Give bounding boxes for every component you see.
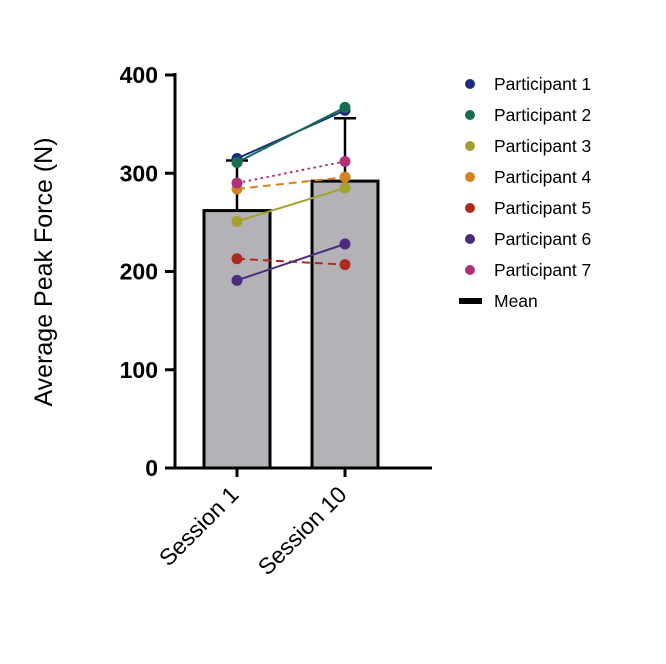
- participant-line: [236, 160, 346, 185]
- mean-bar: [202, 209, 272, 470]
- participant-point: [339, 101, 351, 113]
- y-tick-label: 0: [145, 455, 158, 481]
- legend-label: Participant 4: [494, 167, 592, 187]
- participant-point: [339, 259, 351, 271]
- y-tick-label: 100: [120, 357, 158, 383]
- participant-line: [236, 176, 346, 190]
- legend-marker: [465, 79, 475, 89]
- legend-marker: [465, 234, 475, 244]
- y-tick-label: 300: [120, 160, 158, 186]
- participant-point: [231, 274, 243, 286]
- legend-mean-marker: [459, 298, 482, 304]
- participant-point: [339, 155, 351, 167]
- participant-point: [231, 253, 243, 265]
- y-tick-label: 200: [120, 259, 158, 285]
- legend-label: Participant 5: [494, 198, 591, 218]
- y-tick-label: 400: [120, 62, 158, 88]
- participant-point: [339, 171, 351, 183]
- x-tick-label: Session 1: [154, 481, 244, 571]
- legend-label: Participant 6: [494, 229, 591, 249]
- participant-line: [236, 243, 346, 282]
- legend-marker: [465, 172, 475, 182]
- legend-label: Participant 3: [494, 136, 591, 156]
- legend-marker: [465, 265, 475, 275]
- legend-mean-label: Mean: [494, 291, 538, 311]
- participant-line: [236, 187, 346, 223]
- participant-point: [339, 238, 351, 250]
- legend-marker: [465, 203, 475, 213]
- y-axis-title: Average Peak Force (N): [30, 137, 58, 406]
- mean-bar: [310, 179, 380, 470]
- legend-label: Participant 7: [494, 260, 591, 280]
- participant-point: [339, 182, 351, 194]
- participants-group: [231, 101, 351, 286]
- legend-marker: [465, 141, 475, 151]
- x-tick-label: Session 10: [253, 481, 352, 580]
- legend-marker: [465, 110, 475, 120]
- participant-line: [236, 106, 346, 164]
- participant-point: [231, 215, 243, 227]
- participant-point: [231, 156, 243, 168]
- legend-label: Participant 1: [494, 74, 591, 94]
- participant-point: [231, 177, 243, 189]
- legend: Participant 1 Participant 2 Participant 3 P…: [459, 74, 592, 311]
- legend-label: Participant 2: [494, 105, 591, 125]
- mean-bars-group: [202, 116, 380, 470]
